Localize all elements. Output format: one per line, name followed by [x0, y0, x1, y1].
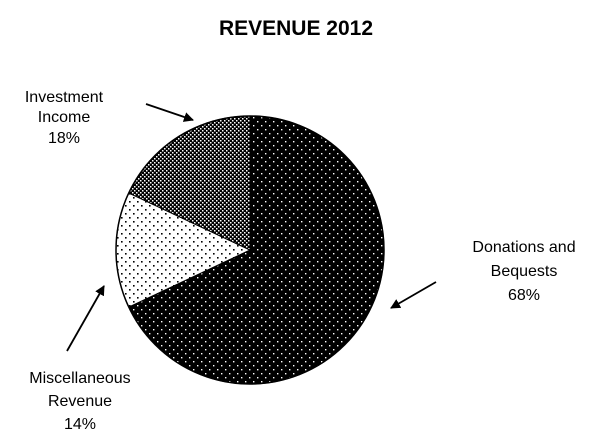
slice-label-donations-line2: Bequests	[491, 263, 558, 280]
label-donations-bequests: Donations and Bequests 68%	[472, 239, 575, 304]
slice-label-misc-pct: 14%	[64, 416, 96, 431]
slice-label-donations-pct: 68%	[508, 287, 540, 304]
slice-label-misc-line1: Miscellaneous	[29, 370, 130, 387]
slice-label-investment-line1: Investment	[25, 89, 104, 106]
slice-label-donations-line1: Donations and	[472, 239, 575, 256]
label-miscellaneous-revenue: Miscellaneous Revenue 14%	[29, 370, 130, 431]
pie-outline	[115, 115, 385, 385]
arrow-investment-income	[145, 103, 194, 122]
slice-label-misc-line2: Revenue	[48, 393, 112, 410]
arrow-miscellaneous-revenue	[66, 285, 105, 352]
slice-label-investment-pct: 18%	[48, 130, 80, 147]
chart-title: REVENUE 2012	[219, 17, 373, 40]
slice-label-investment-line2: Income	[38, 109, 91, 126]
pie-slices	[115, 115, 385, 385]
label-investment-income: Investment Income 18%	[25, 89, 104, 147]
arrow-donations-bequests	[390, 281, 437, 309]
